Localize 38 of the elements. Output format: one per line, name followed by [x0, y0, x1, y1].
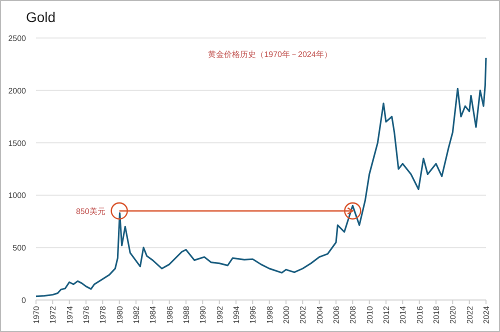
x-tick-label: 1984 — [148, 305, 158, 324]
x-tick-label: 1980 — [115, 305, 124, 324]
x-tick-label: 2012 — [382, 305, 391, 324]
annotation: 850美元 — [76, 206, 106, 216]
y-tick-label: 2500 — [8, 34, 27, 43]
x-tick-label: 1992 — [215, 305, 224, 324]
x-tick-label: 2010 — [365, 305, 374, 324]
x-tick-label: 1994 — [232, 305, 241, 324]
x-tick-label: 1982 — [132, 305, 141, 324]
x-tick-label: 1998 — [265, 305, 274, 324]
x-tick-label: 1970 — [32, 305, 41, 324]
x-tick-label: 1976 — [82, 305, 91, 324]
y-tick-label: 1000 — [8, 191, 27, 200]
y-tick-label: 500 — [12, 244, 27, 253]
y-tick-label: 2000 — [8, 86, 27, 96]
x-tick-label: 2024 — [482, 305, 491, 324]
x-tick-label: 2002 — [298, 305, 308, 324]
x-tick-label: 2008 — [348, 305, 358, 324]
x-tick-label: 1986 — [165, 305, 174, 324]
x-tick-label: 2016 — [415, 305, 424, 324]
x-tick-label: 2004 — [315, 305, 324, 324]
x-tick-label: 1972 — [48, 305, 58, 324]
x-tick-label: 1978 — [98, 305, 108, 324]
line-series — [35, 57, 487, 298]
x-tick-label: 2000 — [282, 305, 291, 324]
x-tick-label: 2022 — [465, 305, 474, 324]
x-tick-label: 2006 — [332, 305, 341, 324]
x-tick-label: 2018 — [432, 305, 441, 324]
text: 黄金价格历史（1970年－2024年） — [208, 50, 332, 59]
x-tick-label: 1996 — [248, 305, 258, 324]
chart-title: Gold — [26, 9, 56, 25]
x-tick-label: 1990 — [198, 305, 208, 324]
y-tick-label: 1500 — [8, 138, 27, 148]
x-tick-label: 2020 — [448, 305, 458, 324]
x-tick-label: 2014 — [398, 305, 408, 324]
y-tick-label: 0 — [22, 296, 27, 305]
x-tick-label: 1988 — [182, 305, 191, 324]
x-tick-label: 1974 — [65, 305, 74, 324]
